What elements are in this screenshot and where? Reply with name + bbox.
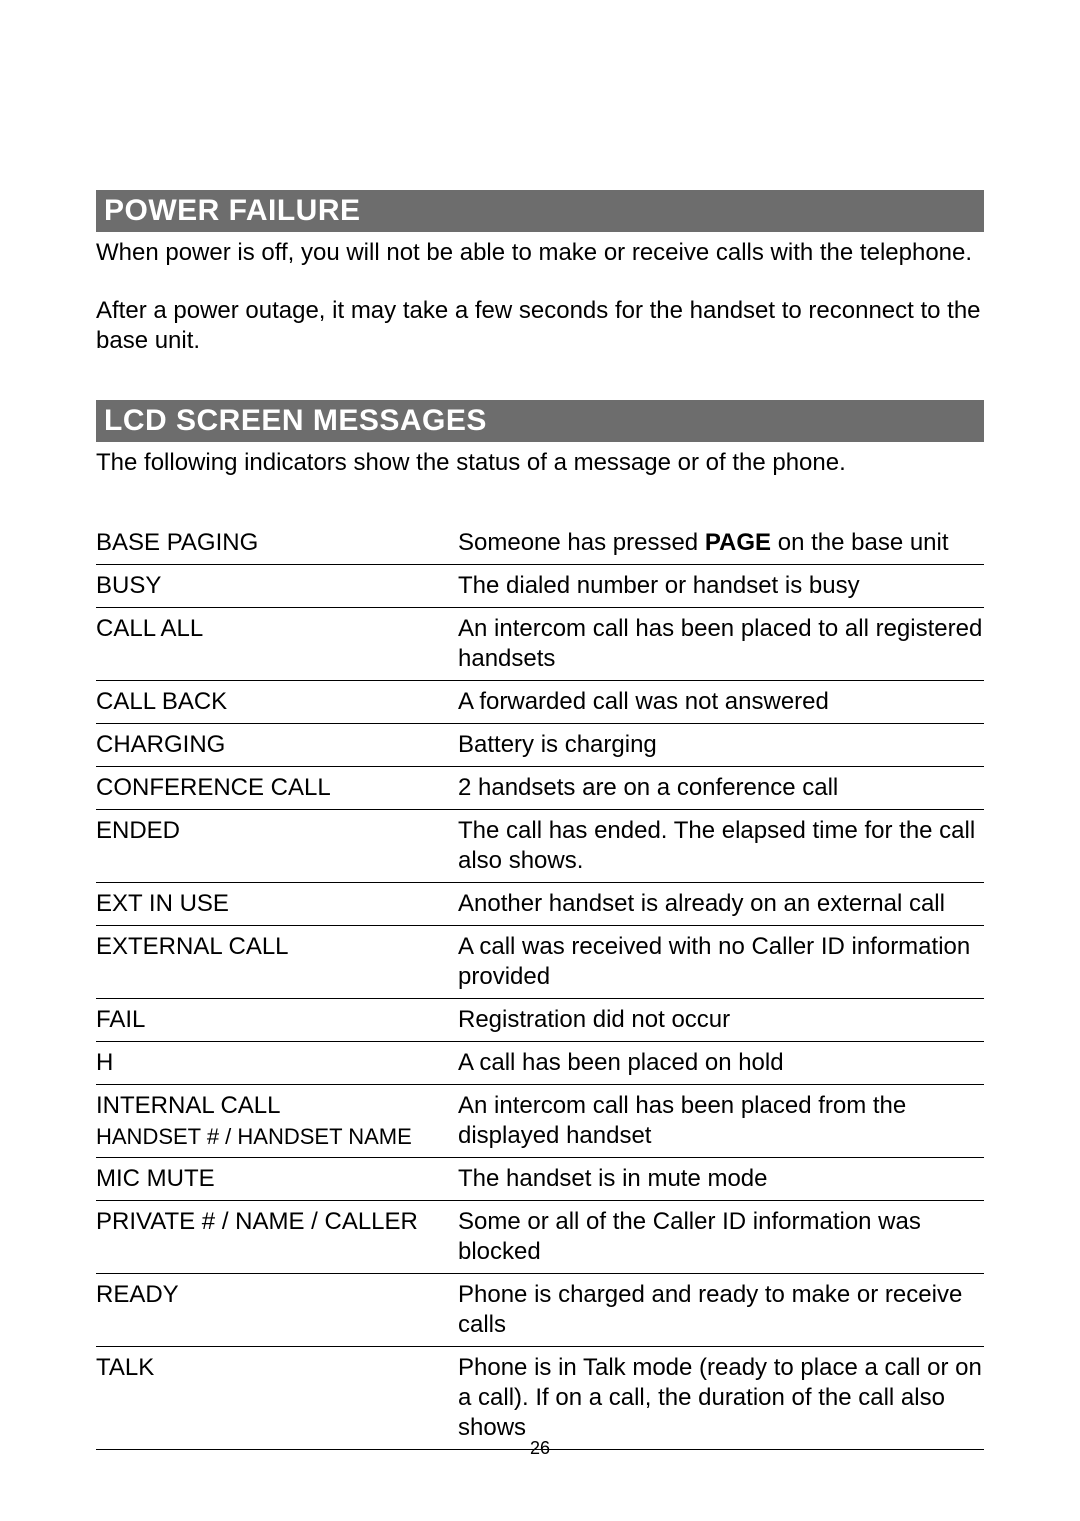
manual-page: POWER FAILURE When power is off, you wil… bbox=[0, 0, 1080, 1521]
indicator-desc: Some or all of the Caller ID information… bbox=[458, 1201, 984, 1274]
indicator-label: EXT IN USE bbox=[96, 883, 458, 926]
table-row: BUSY The dialed number or handset is bus… bbox=[96, 565, 984, 608]
table-row: PRIVATE # / NAME / CALLER Some or all of… bbox=[96, 1201, 984, 1274]
indicator-label: READY bbox=[96, 1274, 458, 1347]
indicator-desc: Phone is in Talk mode (ready to place a … bbox=[458, 1347, 984, 1450]
indicator-label: FAIL bbox=[96, 999, 458, 1042]
indicator-label-line2: HANDSET # / HANDSET NAME bbox=[96, 1123, 446, 1151]
lcd-messages-table: BASE PAGING Someone has pressed PAGE on … bbox=[96, 522, 984, 1450]
indicator-label: PRIVATE # / NAME / CALLER bbox=[96, 1201, 458, 1274]
table-row: EXTERNAL CALL A call was received with n… bbox=[96, 926, 984, 999]
table-row: FAIL Registration did not occur bbox=[96, 999, 984, 1042]
indicator-desc: Someone has pressed PAGE on the base uni… bbox=[458, 522, 984, 565]
indicator-label: CALL BACK bbox=[96, 681, 458, 724]
table-row: H A call has been placed on hold bbox=[96, 1042, 984, 1085]
indicator-desc: An intercom call has been placed from th… bbox=[458, 1085, 984, 1158]
table-row: CHARGING Battery is charging bbox=[96, 724, 984, 767]
page-number: 26 bbox=[0, 1438, 1080, 1459]
indicator-label: CONFERENCE CALL bbox=[96, 767, 458, 810]
indicator-desc: Registration did not occur bbox=[458, 999, 984, 1042]
section-lcd-messages: LCD SCREEN MESSAGES The following indica… bbox=[96, 400, 984, 1450]
indicator-desc: Another handset is already on an externa… bbox=[458, 883, 984, 926]
indicator-desc: Phone is charged and ready to make or re… bbox=[458, 1274, 984, 1347]
indicator-desc: Battery is charging bbox=[458, 724, 984, 767]
indicator-desc: A forwarded call was not answered bbox=[458, 681, 984, 724]
table-row: BASE PAGING Someone has pressed PAGE on … bbox=[96, 522, 984, 565]
table-row: CALL ALL An intercom call has been place… bbox=[96, 608, 984, 681]
table-row: CONFERENCE CALL 2 handsets are on a conf… bbox=[96, 767, 984, 810]
section-header: POWER FAILURE bbox=[96, 190, 984, 232]
section-header: LCD SCREEN MESSAGES bbox=[96, 400, 984, 442]
table-row: INTERNAL CALL HANDSET # / HANDSET NAME A… bbox=[96, 1085, 984, 1158]
desc-text: Someone has pressed bbox=[458, 529, 705, 556]
table-row: READY Phone is charged and ready to make… bbox=[96, 1274, 984, 1347]
indicator-label: TALK bbox=[96, 1347, 458, 1450]
indicator-label-line1: INTERNAL CALL bbox=[96, 1092, 281, 1119]
indicator-label: ENDED bbox=[96, 810, 458, 883]
indicator-label: H bbox=[96, 1042, 458, 1085]
paragraph: After a power outage, it may take a few … bbox=[96, 296, 984, 356]
indicator-desc: A call was received with no Caller ID in… bbox=[458, 926, 984, 999]
indicator-desc: The handset is in mute mode bbox=[458, 1158, 984, 1201]
paragraph: When power is off, you will not be able … bbox=[96, 238, 984, 268]
indicator-desc: 2 handsets are on a conference call bbox=[458, 767, 984, 810]
desc-text: on the base unit bbox=[771, 529, 948, 556]
desc-bold: PAGE bbox=[705, 529, 771, 556]
indicator-label: INTERNAL CALL HANDSET # / HANDSET NAME bbox=[96, 1085, 458, 1158]
indicator-label: CHARGING bbox=[96, 724, 458, 767]
table-row: CALL BACK A forwarded call was not answe… bbox=[96, 681, 984, 724]
indicator-desc: The call has ended. The elapsed time for… bbox=[458, 810, 984, 883]
indicator-label: BASE PAGING bbox=[96, 522, 458, 565]
indicator-label: CALL ALL bbox=[96, 608, 458, 681]
paragraph: The following indicators show the status… bbox=[96, 448, 984, 478]
indicator-label: MIC MUTE bbox=[96, 1158, 458, 1201]
table-row: EXT IN USE Another handset is already on… bbox=[96, 883, 984, 926]
indicator-desc: A call has been placed on hold bbox=[458, 1042, 984, 1085]
section-power-failure: POWER FAILURE When power is off, you wil… bbox=[96, 190, 984, 356]
table-row: ENDED The call has ended. The elapsed ti… bbox=[96, 810, 984, 883]
indicator-label: BUSY bbox=[96, 565, 458, 608]
indicator-desc: An intercom call has been placed to all … bbox=[458, 608, 984, 681]
indicator-label: EXTERNAL CALL bbox=[96, 926, 458, 999]
table-row: TALK Phone is in Talk mode (ready to pla… bbox=[96, 1347, 984, 1450]
indicator-desc: The dialed number or handset is busy bbox=[458, 565, 984, 608]
table-row: MIC MUTE The handset is in mute mode bbox=[96, 1158, 984, 1201]
